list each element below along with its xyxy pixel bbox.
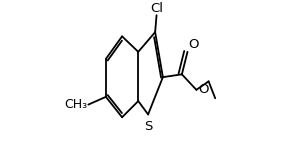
Text: Cl: Cl [150,2,163,14]
Text: S: S [144,120,152,133]
Text: O: O [198,83,208,96]
Text: CH₃: CH₃ [64,98,87,111]
Text: O: O [189,38,199,51]
